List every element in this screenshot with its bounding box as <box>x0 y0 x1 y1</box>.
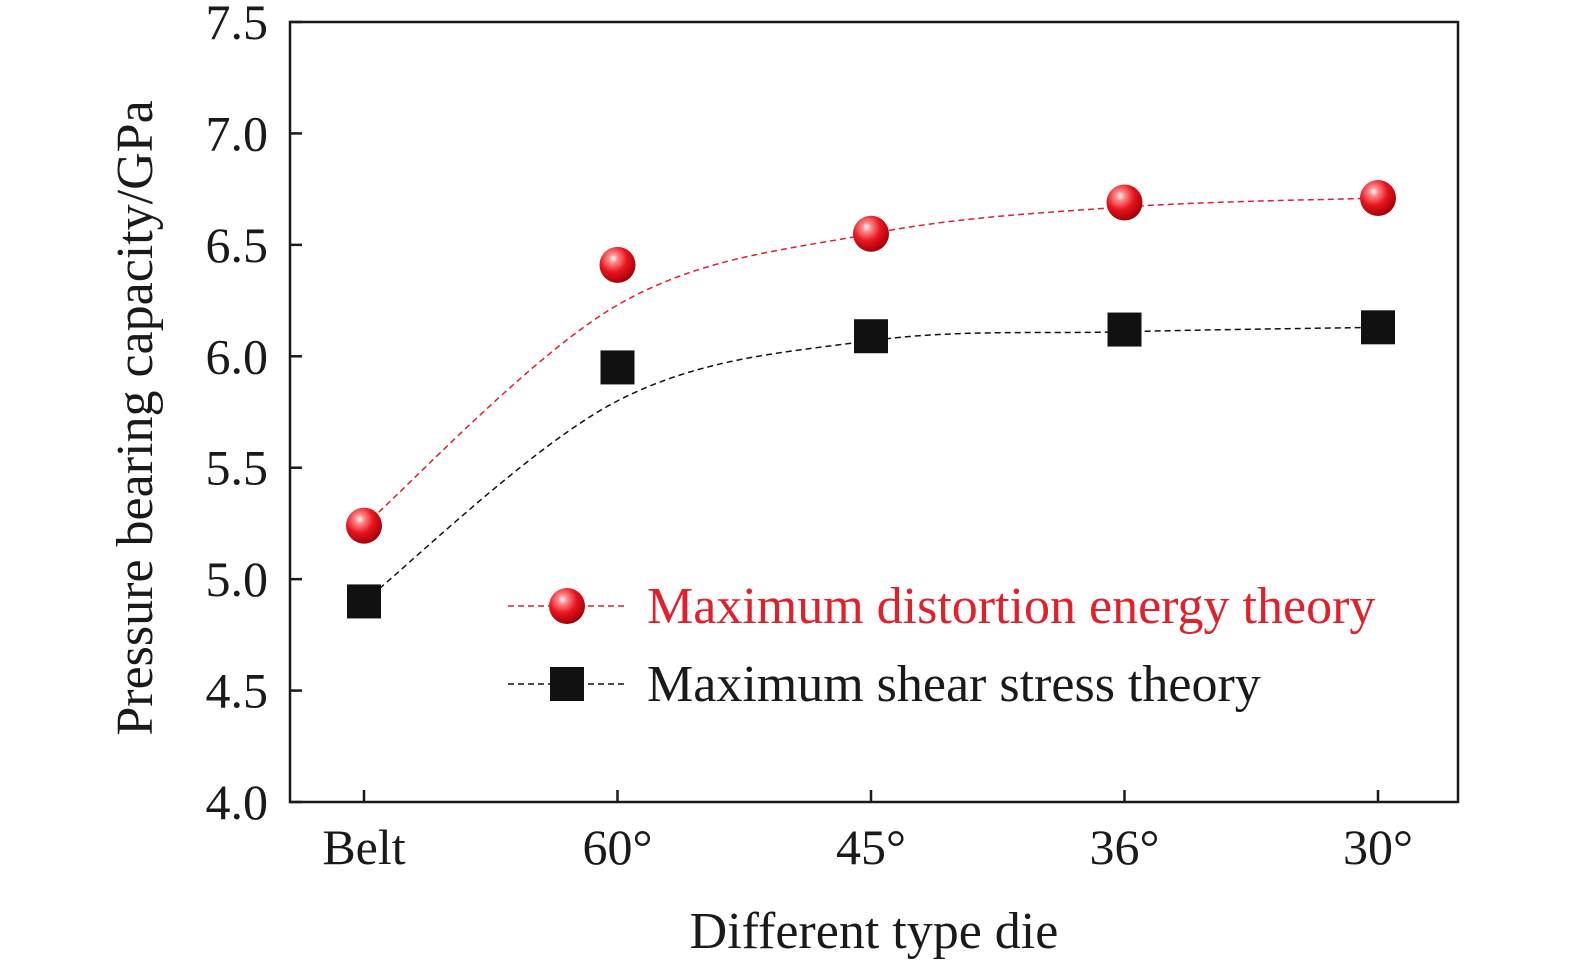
data-point-distortion <box>853 215 889 252</box>
fit-curve <box>363 197 1379 527</box>
y-axis: 4.0 4.5 5.0 5.5 6.0 6.5 7.0 7.5 <box>206 0 302 830</box>
x-tick-label: 36° <box>1090 819 1160 875</box>
legend-marker-shear <box>550 667 584 701</box>
data-point-shear <box>600 350 635 385</box>
x-tick-label: 45° <box>836 819 906 875</box>
x-axis-label: Different type die <box>690 903 1059 960</box>
data-point-distortion <box>599 246 636 283</box>
y-tick-label: 4.0 <box>206 774 269 830</box>
plot-frame <box>288 20 1460 804</box>
data-point-distortion <box>1360 180 1396 217</box>
fit-curve <box>363 326 1379 603</box>
series-shear <box>347 310 1395 619</box>
data-point-distortion <box>346 507 382 544</box>
data-point-shear <box>1107 312 1142 347</box>
x-axis: Belt 60° 45° 36° 30° <box>322 790 1413 875</box>
x-tick-label: 30° <box>1343 819 1413 875</box>
y-tick-label: 4.5 <box>206 663 269 719</box>
y-tick-label: 5.0 <box>206 551 269 607</box>
y-tick-label: 6.0 <box>206 328 269 384</box>
legend-marker-distortion <box>549 588 585 624</box>
legend-label-shear: Maximum shear stress theory <box>647 656 1261 713</box>
x-tick-label: 60° <box>583 819 653 875</box>
series-distortion <box>346 180 1396 544</box>
legend-label-distortion: Maximum distortion energy theory <box>647 578 1375 635</box>
data-point-shear <box>1361 310 1395 345</box>
data-point-shear <box>347 584 381 619</box>
y-tick-label: 5.5 <box>206 440 269 496</box>
y-tick-label: 7.0 <box>206 105 269 161</box>
y-axis-label: Pressure bearing capacity/GPa <box>107 100 164 735</box>
data-point-shear <box>854 319 888 354</box>
y-tick-label: 6.5 <box>206 217 269 273</box>
y-tick-label: 7.5 <box>206 0 269 50</box>
data-point-distortion <box>1106 184 1143 221</box>
series-layer <box>346 180 1396 619</box>
x-tick-label: Belt <box>322 819 405 875</box>
legend: Maximum distortion energy theory Maximum… <box>508 578 1375 713</box>
